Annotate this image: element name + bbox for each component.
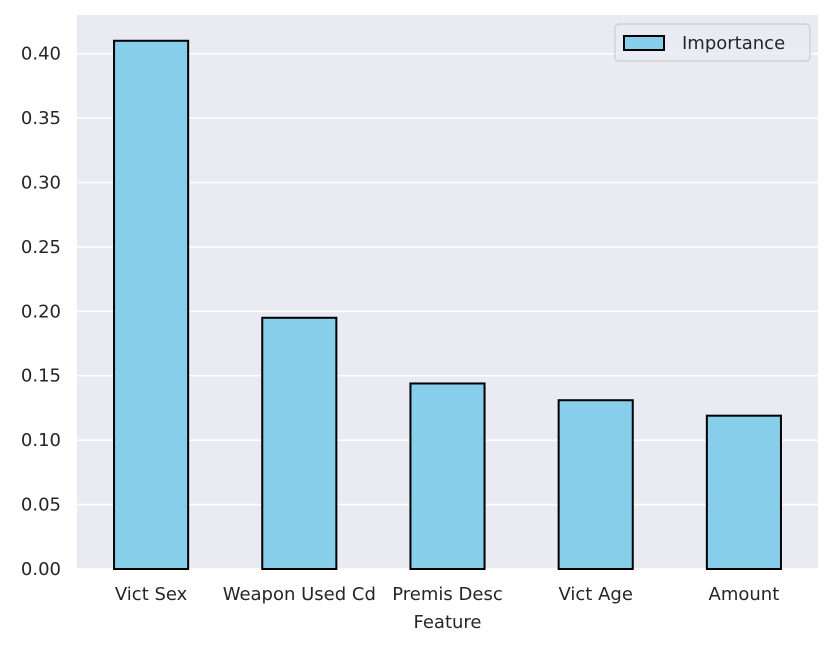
x-tick-label: Vict Age (558, 584, 632, 605)
x-tick-label: Vict Sex (115, 584, 188, 605)
y-tick-label: 0.30 (21, 172, 61, 193)
bar (409, 382, 486, 570)
y-tick-label: 0.10 (21, 430, 61, 451)
bar (113, 39, 190, 570)
legend-frame (614, 23, 811, 62)
y-tick-label: 0.25 (21, 237, 61, 258)
y-tick-label: 0.20 (21, 301, 61, 322)
bar (261, 316, 338, 571)
x-tick-label: Premis Desc (392, 584, 502, 605)
y-tick-label: 0.15 (21, 366, 61, 387)
x-axis-label: Feature (413, 612, 481, 633)
y-tick-label: 0.05 (21, 495, 61, 516)
y-tick-label: 0.35 (21, 108, 61, 129)
x-tick-label: Weapon Used Cd (223, 584, 376, 605)
x-tick-label: Amount (709, 584, 780, 605)
bar (557, 399, 634, 571)
y-axis-ticks: 0.00 0.05 0.10 0.15 0.20 0.25 0.30 0.35 0.40 (21, 44, 61, 580)
legend: Importance (614, 23, 811, 62)
legend-label: Importance (682, 33, 785, 54)
x-axis-ticks: Vict Sex Weapon Used Cd Premis Desc Vict Ag… (115, 584, 779, 605)
bars (113, 39, 782, 571)
y-tick-label: 0.00 (21, 559, 61, 580)
bar (705, 414, 782, 570)
legend-swatch (623, 35, 665, 51)
y-tick-label: 0.40 (21, 44, 61, 65)
